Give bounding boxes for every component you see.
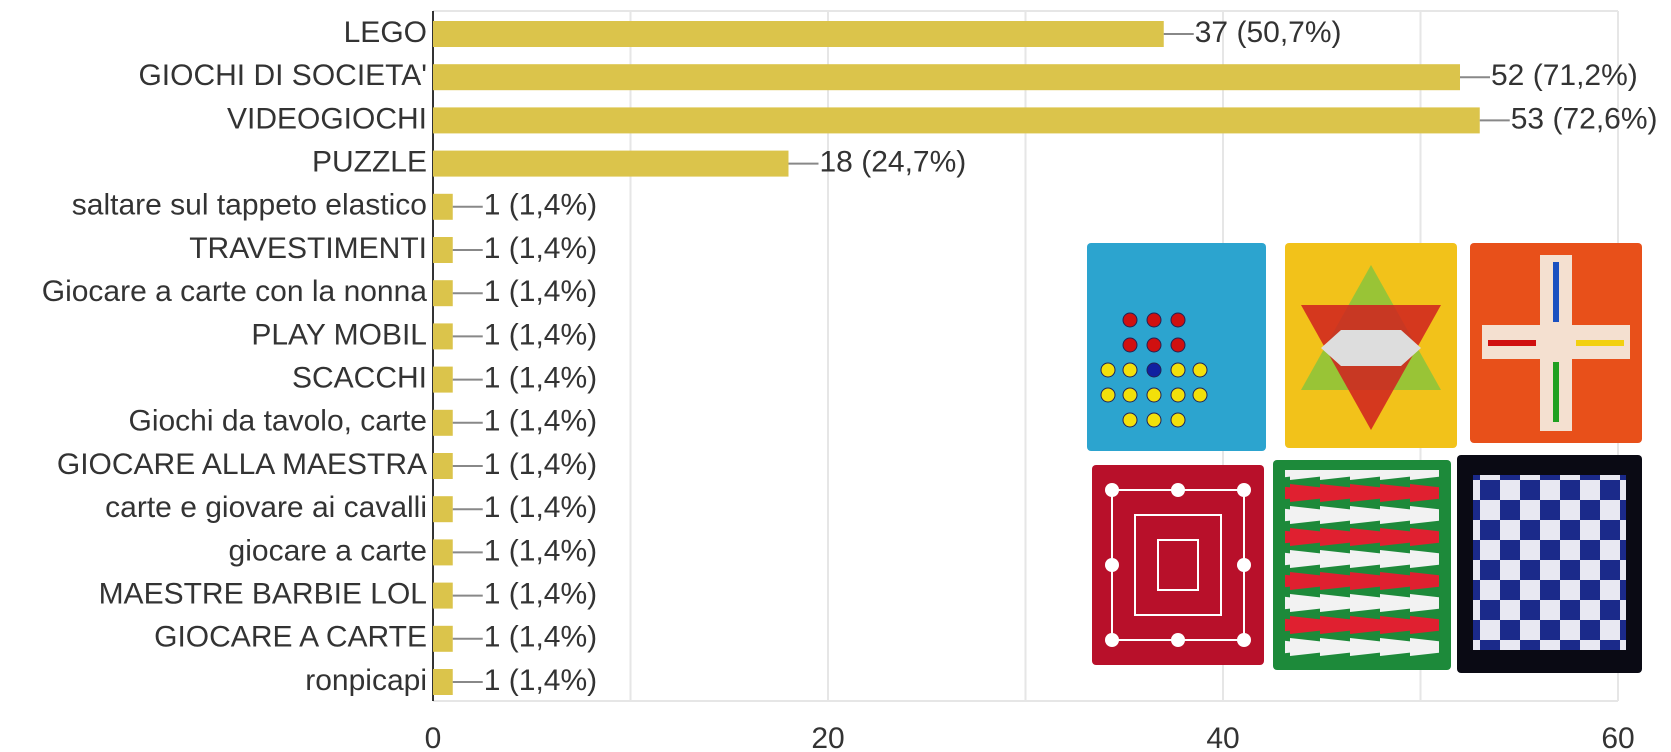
value-label: 1 (1,4%) (484, 189, 597, 222)
bar (433, 366, 453, 393)
value-label: 1 (1,4%) (484, 534, 597, 567)
value-label: 1 (1,4%) (484, 405, 597, 438)
bar (433, 150, 789, 177)
y-tick-label: TRAVESTIMENTI (189, 232, 427, 265)
value-label: 1 (1,4%) (484, 491, 597, 524)
y-tick-label: GIOCARE A CARTE (154, 621, 427, 654)
y-tick-label: Giochi da tavolo, carte (129, 405, 428, 438)
y-tick-label: saltare sul tappeto elastico (72, 189, 427, 222)
value-label: 37 (50,7%) (1195, 16, 1342, 49)
bar (433, 107, 1480, 134)
y-tick-label: MAESTRE BARBIE LOL (99, 578, 427, 611)
bar (433, 64, 1460, 91)
x-tick-label: 20 (811, 722, 844, 752)
y-tick-label: GIOCHI DI SOCIETA' (138, 59, 427, 92)
value-label: 1 (1,4%) (484, 664, 597, 697)
y-tick-label: giocare a carte (229, 534, 427, 567)
marks: 0 20 40 60 LEGO 37 (50,7%) GIOCHI DI SOCIETA' 5… (42, 11, 1658, 752)
y-tick-label: Giocare a carte con la nonna (42, 275, 428, 308)
value-label: 1 (1,4%) (484, 448, 597, 481)
x-tick-label: 0 (425, 722, 442, 752)
y-tick-label: PUZZLE (312, 146, 427, 179)
value-label: 1 (1,4%) (484, 232, 597, 265)
bar (433, 237, 453, 263)
y-tick-label: VIDEOGIOCHI (227, 102, 427, 135)
value-label: 1 (1,4%) (484, 318, 597, 351)
x-tick-label: 40 (1206, 722, 1239, 752)
x-tick-label: 60 (1601, 722, 1634, 752)
bar (433, 539, 453, 566)
y-tick-label: GIOCARE ALLA MAESTRA (57, 448, 427, 481)
bar (433, 409, 453, 436)
bar (433, 21, 1164, 47)
value-label: 1 (1,4%) (484, 275, 597, 308)
value-label: 1 (1,4%) (484, 362, 597, 395)
board-game-pictures (1087, 243, 1642, 673)
y-tick-label: carte e giovare ai cavalli (105, 491, 427, 524)
y-tick-label: ronpicapi (305, 664, 427, 697)
value-label: 18 (24,7%) (820, 146, 967, 179)
bar (433, 323, 453, 350)
bar (433, 625, 453, 652)
y-tick-label: LEGO (344, 16, 427, 49)
bar (433, 193, 453, 220)
bar (433, 582, 453, 609)
bar (433, 280, 453, 307)
y-tick-label: PLAY MOBIL (251, 318, 427, 351)
bar (433, 453, 453, 479)
value-label: 52 (71,2%) (1491, 59, 1638, 92)
bar (433, 496, 453, 523)
value-label: 1 (1,4%) (484, 621, 597, 654)
value-label: 53 (72,6%) (1511, 102, 1658, 135)
bar (433, 669, 453, 695)
value-label: 1 (1,4%) (484, 578, 597, 611)
y-tick-label: SCACCHI (292, 362, 427, 395)
